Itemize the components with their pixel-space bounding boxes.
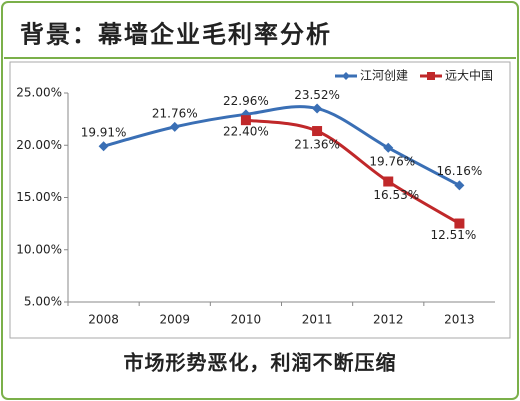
point-marker [383,142,394,153]
point-marker [169,121,180,132]
y-tick-label: 5.00% [24,295,62,309]
data-label: 12.51% [431,228,477,242]
point-marker [240,115,251,126]
x-tick-label: 2009 [159,313,190,327]
data-label: 16.53% [373,188,419,202]
legend-marker [342,72,350,80]
x-tick-label: 2008 [88,313,119,327]
point-marker [312,103,323,114]
x-tick-label: 2010 [231,313,262,327]
y-tick-label: 15.00% [16,190,62,204]
y-tick-label: 25.00% [16,86,62,100]
x-tick-label: 2012 [373,313,404,327]
plot-frame [9,61,511,339]
data-label: 19.91% [81,126,127,140]
series-line [103,105,461,187]
data-label: 21.36% [294,138,340,152]
y-tick-label: 10.00% [16,242,62,256]
data-label: 21.76% [152,106,198,120]
series-line [245,118,461,225]
point-marker [454,180,465,191]
data-label: 22.96% [223,94,269,108]
point-marker [312,126,323,137]
x-tick-label: 2011 [302,313,333,327]
legend-label: 江河创建 [360,69,408,83]
point-marker [454,218,465,229]
point-marker [383,176,394,187]
data-label: 16.16% [437,164,483,178]
point-marker [98,141,109,152]
data-label: 23.52% [294,88,340,102]
chart-title: 背景：幕墙企业毛利率分析 [20,20,332,49]
data-label: 19.76% [369,154,415,168]
chart-subtitle: 市场形势恶化，利润不断压缩 [124,351,397,375]
legend-label: 远大中国 [445,68,493,83]
legend-marker [427,72,435,80]
data-label: 22.40% [223,125,269,139]
y-tick-label: 20.00% [16,138,62,152]
x-tick-label: 2013 [444,313,475,327]
